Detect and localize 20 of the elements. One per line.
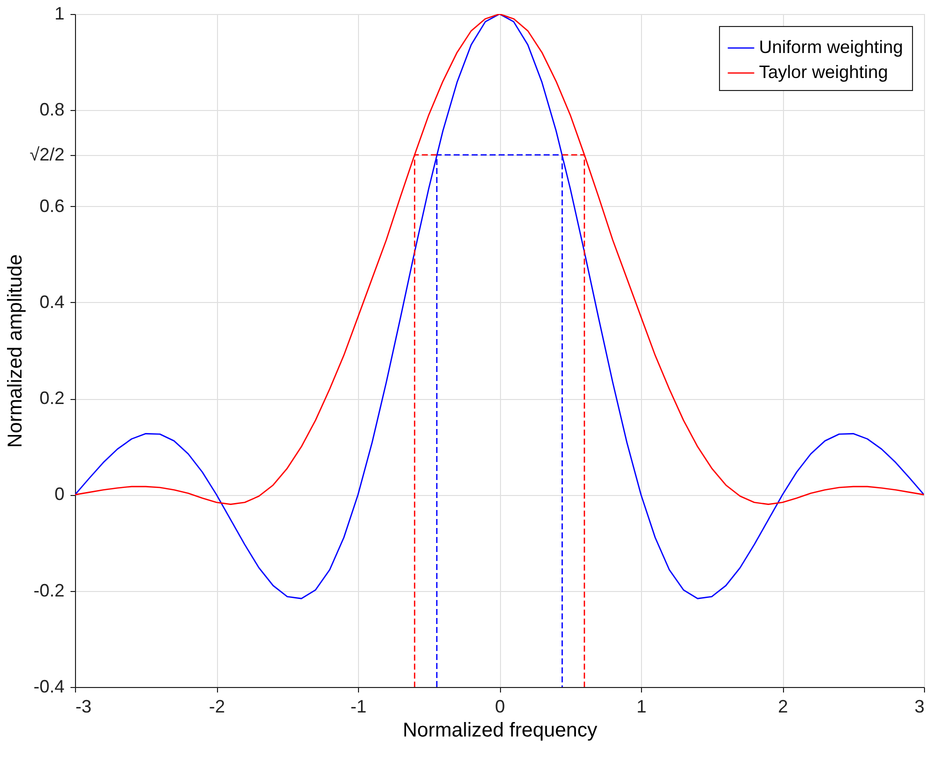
x-tick-label: 1 <box>636 696 647 716</box>
y-tick-label: 1 <box>54 4 64 24</box>
legend-label: Uniform weighting <box>759 37 904 57</box>
legend-label: Taylor weighting <box>759 62 888 82</box>
x-tick-label: 0 <box>494 696 506 716</box>
y-tick-label: 0.8 <box>39 100 64 120</box>
x-tick-label: -2 <box>208 696 226 716</box>
y-tick-label: -0.4 <box>33 676 64 696</box>
x-tick-label: 2 <box>778 696 788 716</box>
y-tick-label: √2/2 <box>30 144 64 164</box>
y-tick-label: 0 <box>54 484 64 504</box>
y-tick-label: 0.6 <box>39 196 64 216</box>
x-tick-label: 3 <box>914 696 924 716</box>
y-tick-label: -0.2 <box>33 580 64 600</box>
x-tick-label: -3 <box>76 696 92 716</box>
x-axis-title: Normalized frequency <box>402 720 598 742</box>
y-axis-title: Normalized amplitude <box>4 254 27 448</box>
x-tick-label: -1 <box>350 696 367 716</box>
y-tick-label: 0.4 <box>39 292 64 312</box>
y-tick-label: 0.2 <box>39 388 64 408</box>
